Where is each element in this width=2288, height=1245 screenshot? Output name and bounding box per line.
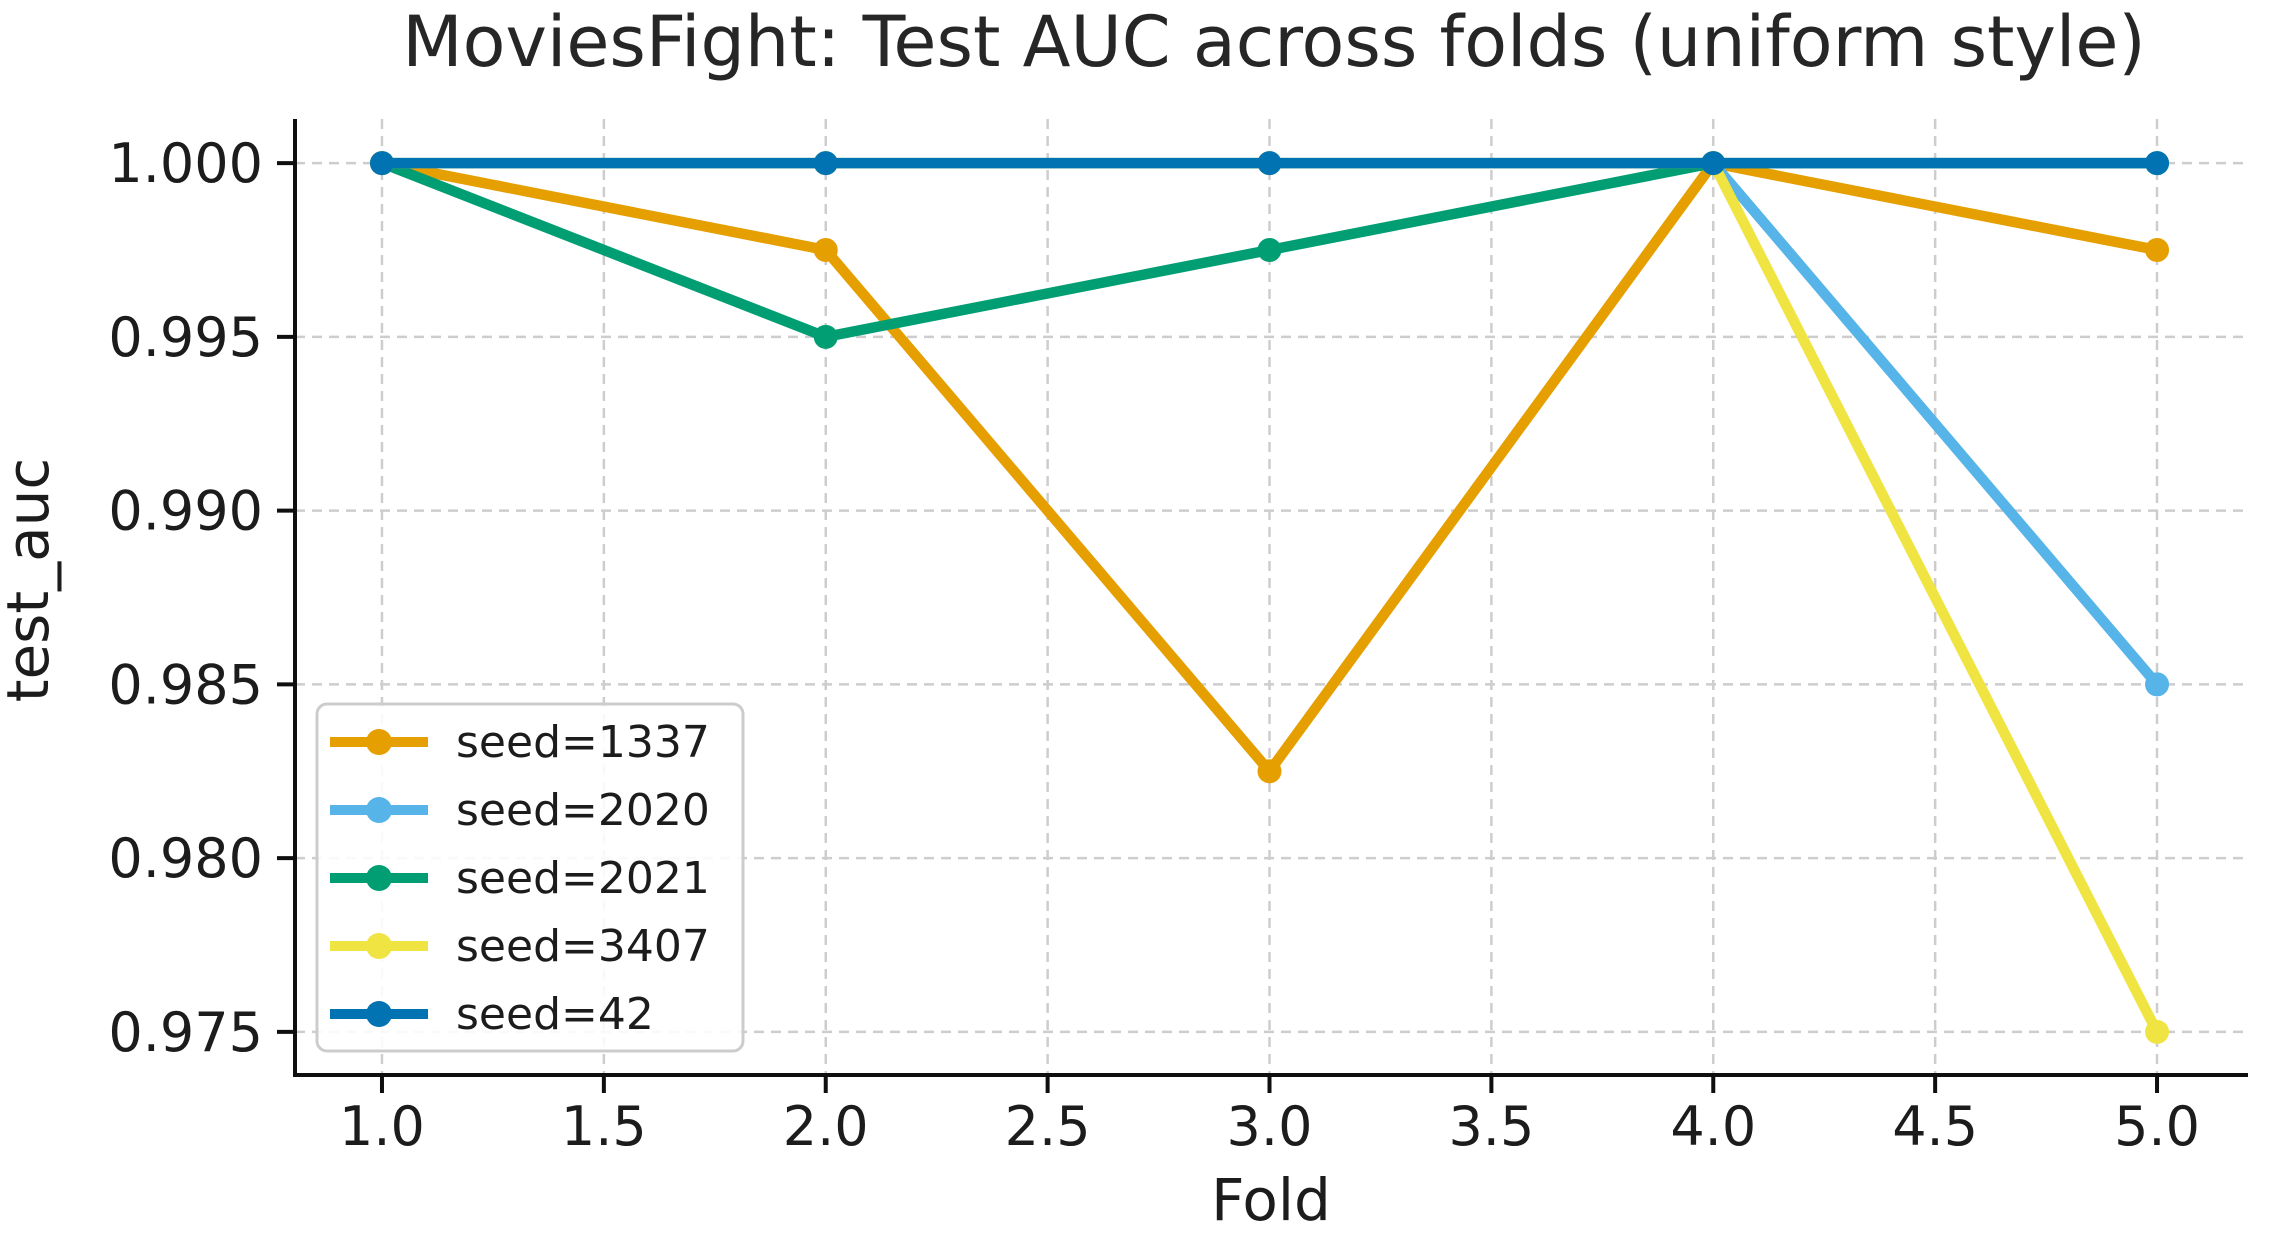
axes [277,119,2248,1093]
tick-labels: 1.000 0.995 0.990 0.985 0.980 0.975 1.0 1.5 2.0 2… [108,132,2200,1158]
x-tick-label: 1.0 [339,1095,425,1158]
legend-marker [366,729,392,755]
legend-item: seed=42 [330,989,654,1040]
x-tick-label: 4.5 [1892,1095,1978,1158]
data-point-marker [813,324,838,349]
data-point-marker [2145,151,2170,176]
legend-marker [366,865,392,891]
data-point-marker [813,238,838,263]
data-point-marker [2145,1019,2170,1044]
legend-item: seed=2020 [330,785,710,836]
legend-marker [366,1001,392,1027]
legend-item-label: seed=42 [456,989,654,1040]
legend-box [315,702,745,1053]
data-point-marker [1701,151,1726,176]
legend-marker [366,933,392,959]
y-tick-label: 0.990 [108,480,263,543]
legend: seed=1337 seed=2020 seed=2021 seed=3407 seed… [315,702,745,1053]
x-tick-label: 3.5 [1448,1095,1534,1158]
x-tick-label: 3.0 [1227,1095,1313,1158]
data-point-marker [1257,151,1282,176]
y-tick-label: 1.000 [108,132,263,195]
x-tick-label: 2.5 [1005,1095,1091,1158]
x-tick-label: 2.0 [783,1095,869,1158]
x-tick-label: 1.5 [561,1095,647,1158]
y-tick-label: 0.975 [108,1001,263,1064]
data-point-marker [1257,759,1282,784]
y-tick-label: 0.995 [108,306,263,369]
data-series [369,151,2170,1044]
y-tick-label: 0.985 [108,653,263,716]
legend-item-label: seed=2020 [456,785,710,836]
data-point-marker [1257,238,1282,263]
legend-item-label: seed=2021 [456,853,710,904]
series-seed-42 [369,151,2170,176]
chart-title: MoviesFight: Test AUC across folds (unif… [402,1,2146,83]
y-tick-label: 0.980 [108,827,263,890]
x-tick-label: 4.0 [1670,1095,1756,1158]
legend-item-label: seed=1337 [456,717,710,768]
data-point-marker [369,151,394,176]
legend-item: seed=1337 [330,717,710,768]
legend-item: seed=2021 [330,853,710,904]
x-tick-label: 5.0 [2114,1095,2200,1158]
y-axis-label: test_auc [0,458,62,703]
data-point-marker [2145,238,2170,263]
x-axis-label: Fold [1211,1166,1331,1234]
legend-item: seed=3407 [330,921,710,972]
series-seed-2021 [369,151,2170,349]
legend-marker [366,797,392,823]
data-point-marker [813,151,838,176]
data-point-marker [2145,672,2170,697]
legend-item-label: seed=3407 [456,921,710,972]
